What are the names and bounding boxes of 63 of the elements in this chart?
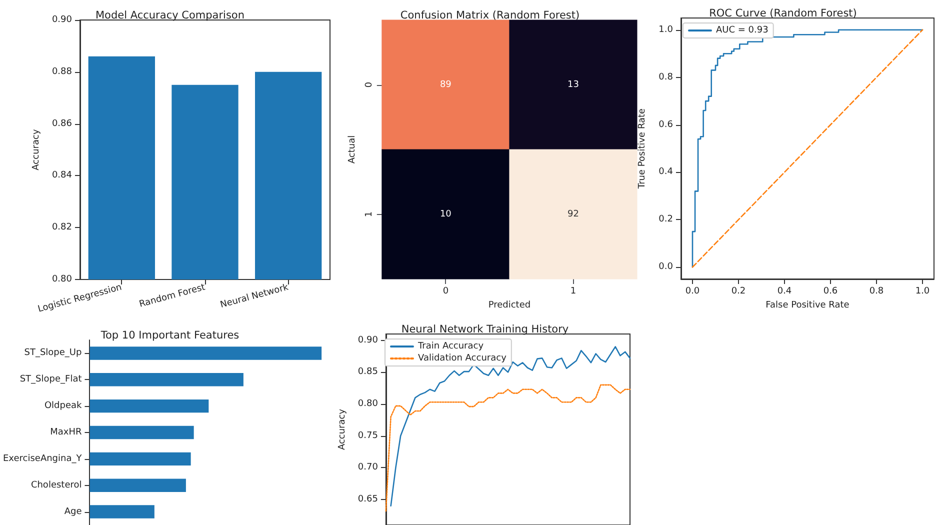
- x-tick-label: 0.0: [685, 286, 700, 296]
- x-tick-label: 1: [570, 286, 576, 296]
- line-series: [385, 384, 631, 512]
- y-tick-label: ST_Slope_Flat: [20, 374, 82, 385]
- x-axis-title: Predicted: [488, 300, 531, 310]
- y-tick-label: 0.82: [52, 222, 72, 233]
- y-tick-label: 0.80: [358, 399, 378, 410]
- y-tick-label: Age: [64, 506, 82, 517]
- y-tick-label: 0.70: [358, 462, 378, 473]
- x-tick-label: 0.8: [869, 286, 884, 296]
- y-tick-label: 0.65: [358, 494, 378, 505]
- x-tick-label: 1.0: [915, 286, 930, 296]
- y-tick-label: 0.6: [658, 120, 674, 130]
- legend-label: Validation Accuracy: [418, 354, 508, 364]
- bar: [90, 452, 191, 466]
- chart-title: Top 10 Important Features: [100, 330, 240, 342]
- legend-label: Train Accuracy: [417, 342, 484, 352]
- y-tick-label: 1: [364, 211, 374, 218]
- y-tick-label: 1.0: [658, 24, 674, 35]
- y-tick-label: 0.75: [358, 430, 378, 441]
- y-tick-label: 0.8: [658, 72, 674, 82]
- y-tick-label: 0.2: [658, 214, 673, 225]
- bar: [90, 346, 322, 360]
- y-tick-label: 0.88: [52, 66, 72, 77]
- legend-label: AUC = 0.93: [716, 26, 768, 36]
- y-tick-label: MaxHR: [50, 428, 82, 438]
- x-tick-label: Random Forest: [138, 282, 207, 310]
- y-tick-label: 0: [364, 82, 374, 88]
- data-label: 89: [440, 80, 452, 90]
- y-tick-label: 0.84: [52, 170, 72, 181]
- y-tick-label: 0.4: [658, 167, 674, 178]
- bar: [90, 505, 154, 518]
- bar: [90, 478, 186, 492]
- y-tick-label: ExerciseAngina_Y: [2, 454, 82, 464]
- y-axis-title: Accuracy: [338, 408, 348, 450]
- x-tick-label: 0.4: [777, 286, 792, 296]
- y-tick-label: 0.90: [52, 15, 72, 25]
- chart-title: Neural Network Training History: [401, 324, 569, 336]
- x-tick-label: 0.2: [731, 286, 746, 296]
- x-tick-label: 0: [442, 286, 449, 296]
- bar: [90, 399, 209, 413]
- data-label: 10: [440, 209, 452, 220]
- y-tick-label: ST_Slope_Up: [24, 348, 82, 358]
- chart-title: ROC Curve (Random Forest): [709, 8, 857, 20]
- x-tick-label: Neural Network: [219, 282, 290, 311]
- data-label: 92: [568, 209, 579, 220]
- y-tick-label: 0.80: [52, 274, 72, 285]
- y-axis-title: Actual: [348, 135, 358, 164]
- y-tick-label: 0.85: [358, 367, 378, 378]
- data-label: 13: [568, 80, 579, 90]
- chart-title: Model Accuracy Comparison: [95, 10, 245, 22]
- y-tick-label: Cholesterol: [30, 480, 82, 490]
- y-axis-title: True Positive Rate: [638, 108, 648, 190]
- x-axis-title: False Positive Rate: [766, 300, 850, 310]
- y-axis-title: Accuracy: [32, 128, 42, 170]
- chart-title: Confusion Matrix (Random Forest): [400, 10, 580, 22]
- bar: [90, 426, 194, 440]
- y-tick-label: Oldpeak: [44, 401, 83, 412]
- y-tick-label: 0.86: [52, 118, 72, 129]
- bar: [90, 373, 244, 386]
- y-tick-label: 0.0: [658, 262, 674, 272]
- y-tick-label: 0.90: [358, 335, 378, 346]
- x-tick-label: 0.6: [823, 286, 838, 296]
